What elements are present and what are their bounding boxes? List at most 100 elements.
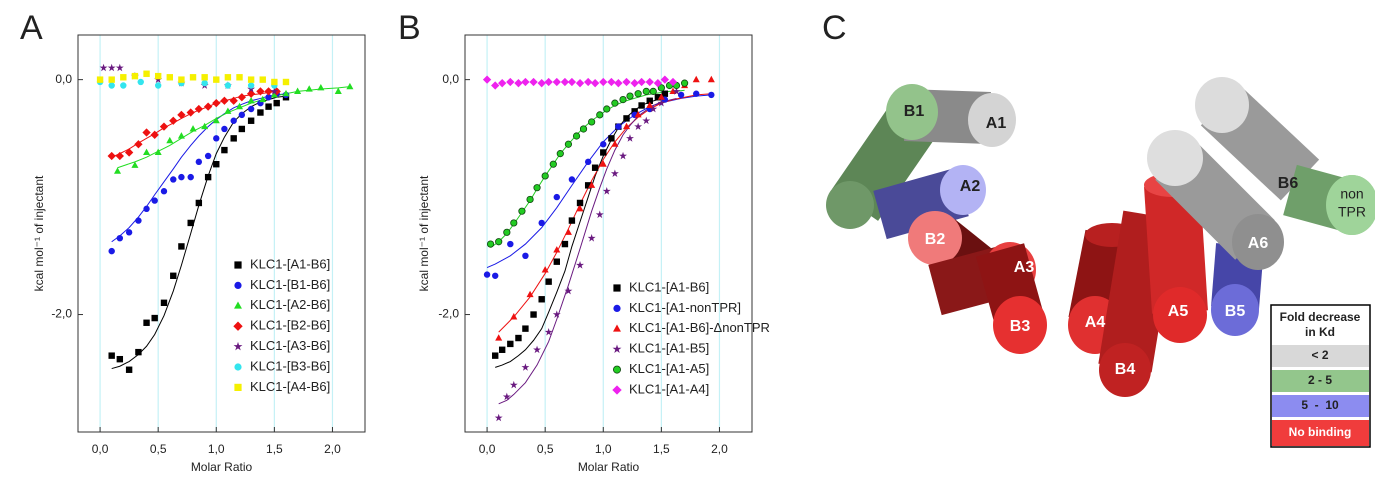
plot-frame xyxy=(77,34,366,433)
x-tick-label: 2,0 xyxy=(711,442,728,456)
point xyxy=(619,96,627,104)
helix-label: A4 xyxy=(1085,314,1106,331)
point xyxy=(584,158,592,166)
point xyxy=(600,149,607,156)
point xyxy=(143,319,150,326)
point xyxy=(334,87,342,94)
point xyxy=(526,195,534,204)
helix-label: non xyxy=(1340,186,1363,202)
helix-face xyxy=(908,211,962,265)
point xyxy=(660,75,670,84)
panel-label: A xyxy=(20,9,43,47)
point xyxy=(568,176,576,183)
point xyxy=(552,310,561,318)
legend-label: KLC1-[A1-A4] xyxy=(629,381,709,396)
point xyxy=(212,98,221,108)
legend-label: KLC1-[A1-A5] xyxy=(629,361,709,376)
point xyxy=(230,117,237,124)
helix-label: B3 xyxy=(1010,318,1031,335)
point xyxy=(529,77,538,87)
point xyxy=(533,184,541,192)
point xyxy=(657,93,665,100)
point xyxy=(681,79,689,87)
point xyxy=(491,81,500,90)
point xyxy=(246,89,256,98)
point xyxy=(177,132,185,139)
point xyxy=(646,101,654,109)
point xyxy=(238,125,246,133)
point xyxy=(116,234,124,242)
point xyxy=(154,72,162,80)
point xyxy=(169,116,178,125)
point xyxy=(533,345,541,354)
point xyxy=(187,173,194,181)
point xyxy=(587,234,596,242)
point xyxy=(572,132,581,140)
y-axis-label: kcal mol⁻¹ of injectant xyxy=(417,175,431,291)
helix-label: B1 xyxy=(904,103,925,120)
point xyxy=(131,72,139,80)
point xyxy=(607,77,616,87)
point xyxy=(159,122,169,131)
point xyxy=(257,109,264,116)
panel-label: C xyxy=(822,9,847,47)
point xyxy=(653,78,663,88)
helix-face xyxy=(1153,287,1207,343)
plot-frame xyxy=(464,34,753,433)
point xyxy=(530,311,537,318)
point xyxy=(282,89,290,97)
point xyxy=(220,96,229,105)
point xyxy=(186,108,195,117)
point xyxy=(142,128,151,137)
point xyxy=(498,78,507,88)
point xyxy=(116,355,124,363)
point xyxy=(611,140,619,147)
point xyxy=(637,77,646,87)
point xyxy=(668,77,678,87)
point xyxy=(492,272,499,279)
x-tick-label: 1,5 xyxy=(266,442,283,456)
point xyxy=(201,74,208,81)
x-tick-label: 0,5 xyxy=(537,442,554,456)
point xyxy=(486,240,495,248)
legend-row: < 2 xyxy=(1311,348,1328,362)
legend-label: KLC1-[B3-B6] xyxy=(250,358,330,373)
helix-face xyxy=(968,93,1016,147)
helix-end xyxy=(1195,77,1249,133)
point xyxy=(134,140,143,149)
fit-line xyxy=(111,93,287,243)
point xyxy=(553,258,560,265)
point xyxy=(638,102,645,109)
point xyxy=(649,87,657,95)
legend-marker xyxy=(613,304,621,312)
x-tick-label: 1,5 xyxy=(653,442,670,456)
point xyxy=(247,96,255,104)
point xyxy=(113,167,122,174)
point xyxy=(107,63,116,72)
point xyxy=(564,140,573,148)
legend-marker xyxy=(234,363,242,371)
point xyxy=(642,87,650,95)
legend-title: in Kd xyxy=(1305,325,1335,339)
panel-label: B xyxy=(398,9,421,47)
point xyxy=(107,151,116,161)
point xyxy=(213,76,220,83)
point xyxy=(178,76,185,83)
point xyxy=(189,125,197,132)
point xyxy=(143,70,150,77)
point xyxy=(576,261,584,269)
point xyxy=(631,108,638,115)
helix-label: B5 xyxy=(1225,303,1246,320)
legend-marker xyxy=(234,301,242,309)
helix-label: A5 xyxy=(1168,303,1189,320)
legend-row: No binding xyxy=(1289,425,1352,439)
point xyxy=(549,160,557,168)
point xyxy=(170,176,177,183)
point xyxy=(294,87,302,94)
point xyxy=(552,77,561,87)
point xyxy=(213,135,220,142)
point xyxy=(507,240,514,248)
point xyxy=(576,204,584,212)
point xyxy=(599,160,607,167)
point xyxy=(213,161,220,168)
